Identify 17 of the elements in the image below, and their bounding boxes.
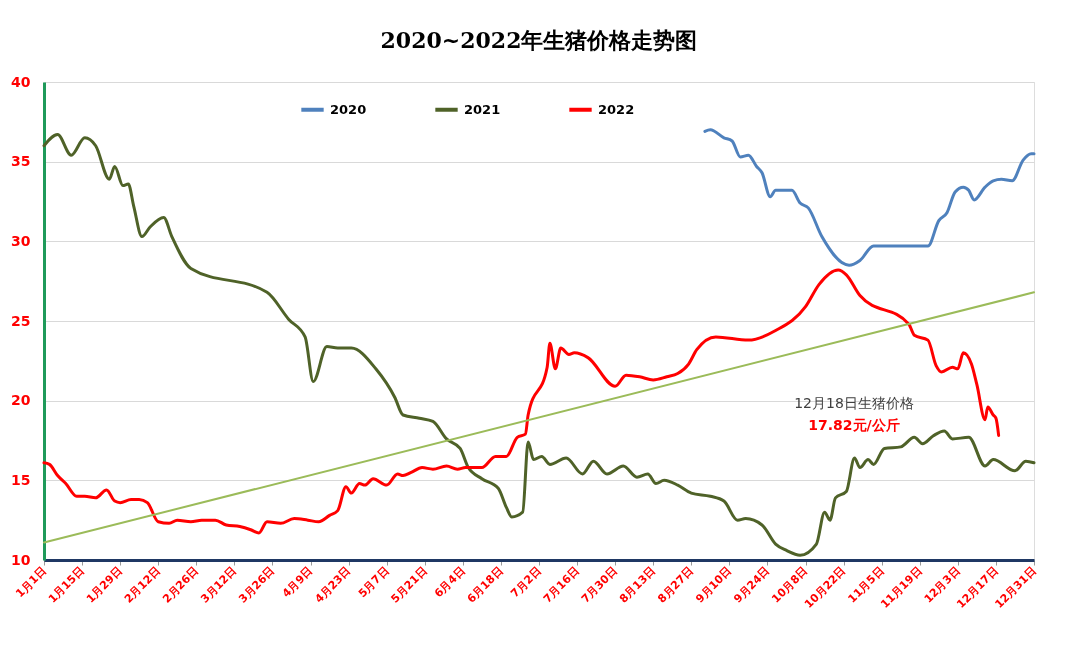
y-tick-label: 30	[11, 232, 31, 249]
line-series	[703, 128, 1036, 267]
y-tick-label: 40	[11, 73, 31, 90]
y-tick-label: 20	[11, 392, 31, 409]
chart-title: 2020~2022年生猪价格走势图	[380, 27, 698, 53]
legend-label: 2021	[464, 101, 501, 117]
y-tick-label: 25	[11, 312, 31, 329]
annotation: 12月18日生猪价格	[794, 395, 914, 411]
x-tick-label: 6月4日	[432, 564, 468, 601]
x-tick-label: 7月2日	[508, 564, 544, 601]
annotation: 17.82元/公斤	[808, 417, 900, 433]
x-tick-label: 5月7日	[355, 564, 392, 601]
legend-label: 2022	[598, 101, 635, 117]
legend-label: 2020	[330, 101, 367, 117]
x-tick-label: 3月26日	[236, 564, 278, 606]
y-tick-label: 15	[11, 471, 31, 488]
y-tick-label: 35	[11, 153, 31, 170]
